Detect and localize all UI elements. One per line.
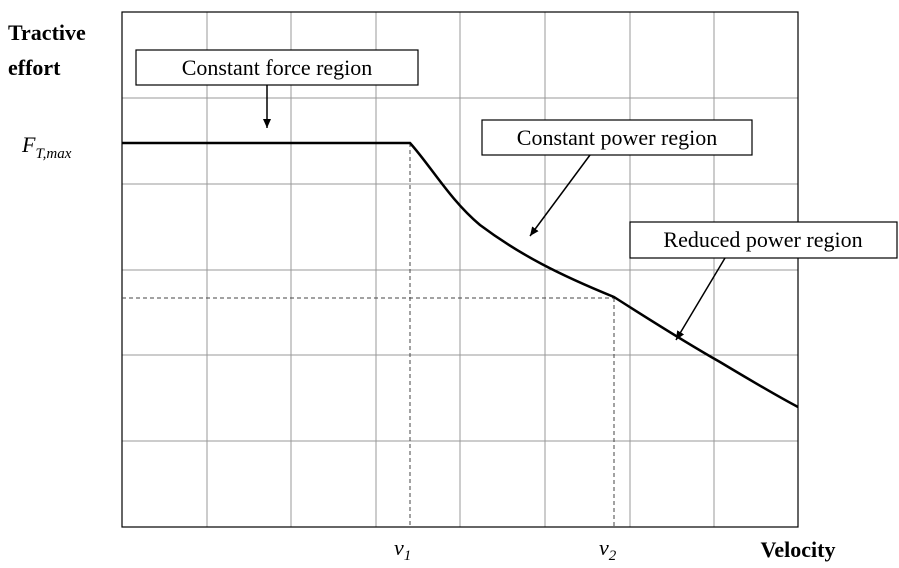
x-axis-label: Velocity [761,537,836,562]
x-marker-sub: 2 [609,548,617,564]
y-marker: FT,max [21,132,72,162]
region-label: Reduced power region [663,227,862,252]
x-marker: v1 [394,535,411,564]
region-box [481,119,753,156]
region-box [135,49,419,86]
arrow [529,154,591,237]
x-marker: v2 [599,535,617,564]
y-axis-label: effort [8,55,61,80]
x-marker-base: v [599,535,609,560]
plot-frame [121,11,799,528]
arrow [675,257,726,341]
x-marker-base: v [394,535,404,560]
grid [122,12,798,527]
region-label: Constant force region [182,55,373,80]
y-axis-label: Tractive [8,20,86,45]
region-label: Constant power region [517,125,717,150]
region-box [629,221,898,259]
y-marker-base: F [21,132,36,157]
x-marker-sub: 1 [404,548,412,564]
guide-lines [122,143,615,527]
y-marker-sub: T,max [35,146,71,162]
tractive-curve [122,141,799,409]
